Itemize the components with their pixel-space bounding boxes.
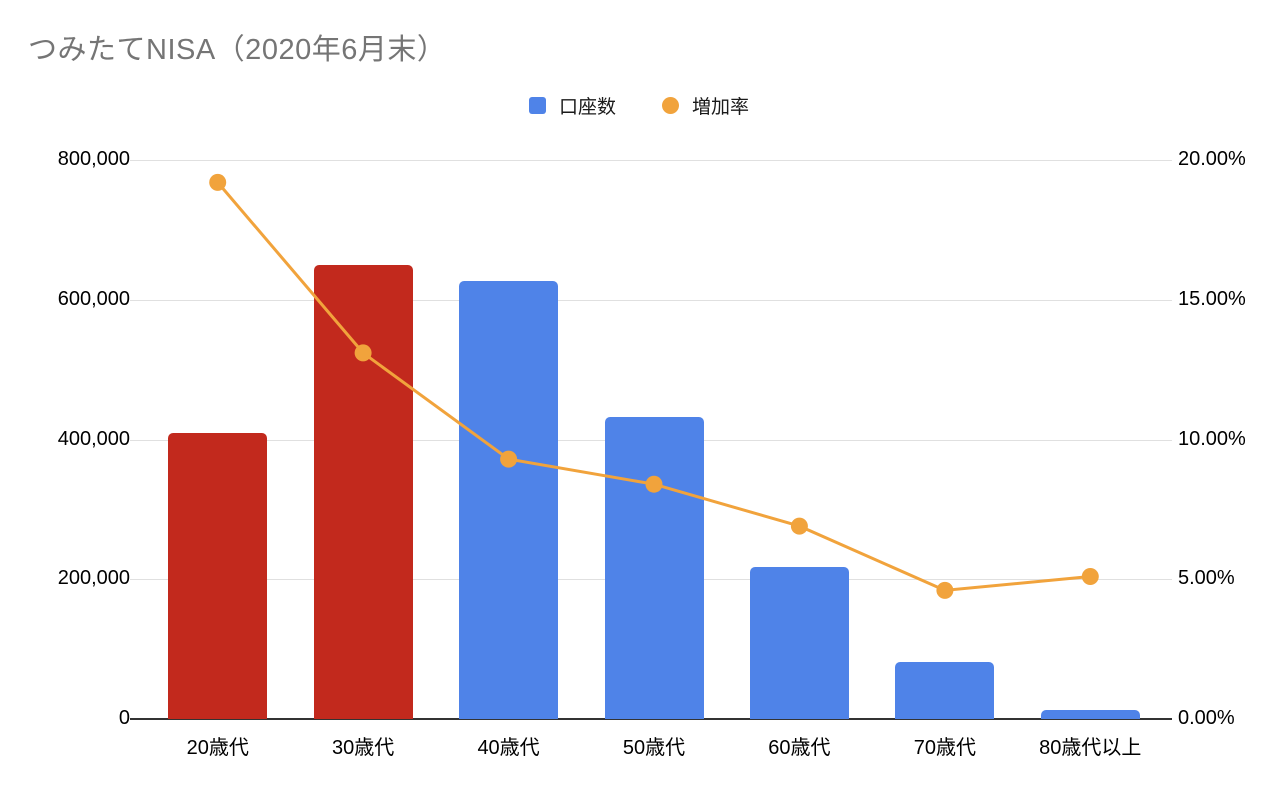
x-axis-category-label: 80歳代以上 (1039, 737, 1142, 759)
bar-50歳代[interactable] (604, 417, 704, 719)
legend: 口座数 増加率 (0, 92, 1278, 119)
left-axis-tick-label: 0 (118, 707, 130, 729)
line-point-60歳代[interactable] (790, 517, 808, 535)
bar-30歳代[interactable] (313, 264, 413, 719)
right-axis-tick-label: 5.00% (1178, 567, 1235, 590)
left-axis-tick-label: 200,000 (57, 567, 130, 590)
bar-60歳代[interactable] (749, 566, 849, 719)
left-axis-tick-label: 600,000 (57, 287, 130, 310)
legend-label-growth-rate: 増加率 (692, 97, 750, 118)
line-point-40歳代[interactable] (500, 450, 518, 468)
line-point-20歳代[interactable] (209, 173, 227, 191)
line-point-50歳代[interactable] (645, 475, 663, 493)
growth-rate-line-layer (209, 173, 1099, 599)
growth-rate-line (216, 181, 1091, 592)
bar-20歳代[interactable] (168, 432, 268, 719)
x-axis-category-label: 70歳代 (913, 737, 976, 759)
right-axis-tick-label: 0.00% (1178, 707, 1235, 729)
legend-circle-icon (662, 97, 679, 114)
right-axis-tick-label: 10.00% (1178, 427, 1246, 450)
x-axis-line (130, 718, 1172, 720)
bar-80歳代以上[interactable] (1040, 709, 1140, 719)
gridline (130, 160, 1172, 161)
x-axis-category-label: 50歳代 (622, 737, 686, 759)
line-point-30歳代[interactable] (354, 344, 372, 362)
legend-item-accounts[interactable]: 口座数 (528, 92, 616, 119)
bar-70歳代[interactable] (895, 662, 995, 719)
x-axis-category-label: 40歳代 (477, 737, 540, 759)
line-point-70歳代[interactable] (936, 581, 954, 599)
right-axis-tick-label: 15.00% (1178, 287, 1246, 310)
right-axis-tick-label: 20.00% (1178, 148, 1246, 170)
chart-title: つみたてNISA（2020年6月末） (28, 34, 447, 66)
x-axis-category-label: 30歳代 (332, 737, 395, 759)
legend-item-growth-rate[interactable]: 増加率 (662, 92, 749, 119)
x-axis-category-label: 20歳代 (186, 737, 249, 759)
plot-area: 0 0.00% 200,000 5.00% 400,000 10.00% 600,000 15… (58, 148, 1246, 759)
legend-square-icon (528, 97, 546, 114)
x-axis-category-label: 60歳代 (768, 737, 831, 759)
gridline (130, 299, 1172, 301)
line-point-80歳代以上[interactable] (1081, 568, 1099, 585)
legend-label-accounts: 口座数 (558, 97, 616, 118)
bar-40歳代[interactable] (459, 280, 559, 719)
left-axis-tick-label: 800,000 (57, 148, 130, 170)
left-axis-tick-label: 400,000 (57, 427, 130, 450)
